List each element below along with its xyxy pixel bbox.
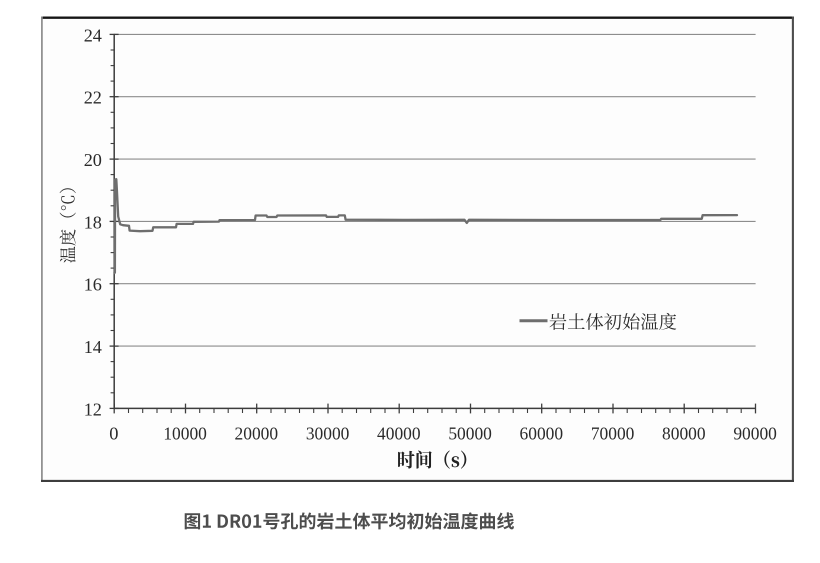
svg-text:90000: 90000 [733,424,777,444]
svg-text:60000: 60000 [520,424,564,444]
svg-text:70000: 70000 [591,424,635,444]
svg-text:24: 24 [84,25,102,45]
svg-text:20000: 20000 [235,424,279,444]
svg-text:50000: 50000 [448,424,492,444]
svg-text:20: 20 [84,150,102,170]
svg-text:12: 12 [84,399,102,419]
svg-text:10000: 10000 [163,424,207,444]
svg-text:14: 14 [84,337,102,357]
svg-text:18: 18 [84,212,102,232]
svg-text:16: 16 [84,275,102,295]
svg-text:40000: 40000 [377,424,421,444]
svg-text:22: 22 [84,88,102,108]
svg-text:0: 0 [109,424,118,444]
svg-text:30000: 30000 [306,424,350,444]
svg-text:80000: 80000 [662,424,706,444]
